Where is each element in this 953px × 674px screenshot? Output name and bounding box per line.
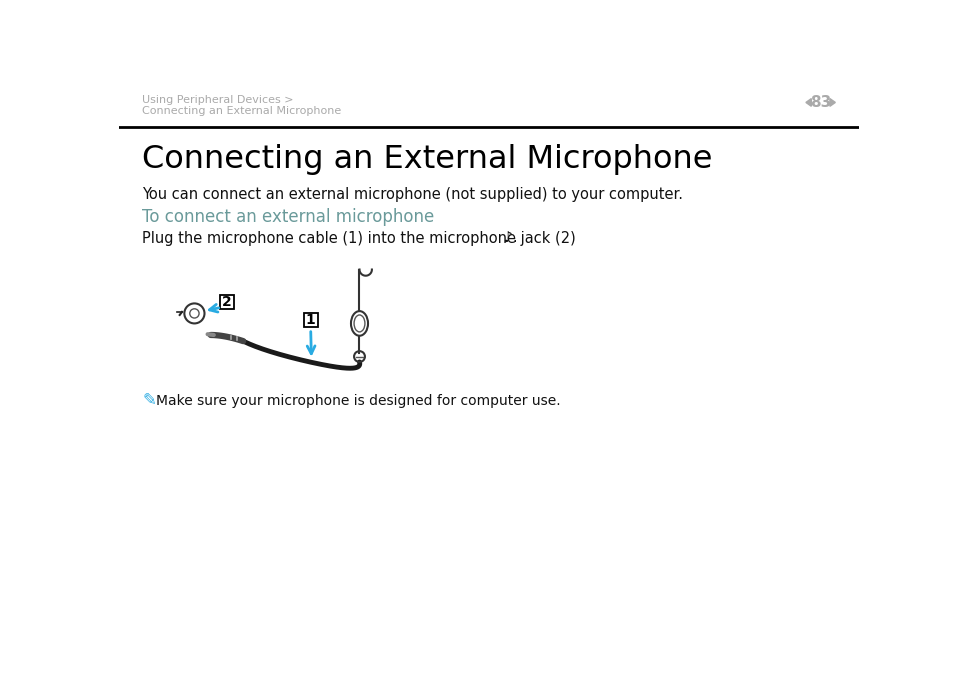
Text: 83: 83 xyxy=(809,95,830,110)
Text: Make sure your microphone is designed for computer use.: Make sure your microphone is designed fo… xyxy=(156,394,560,408)
Text: 1: 1 xyxy=(306,313,315,328)
Text: You can connect an external microphone (not supplied) to your computer.: You can connect an external microphone (… xyxy=(142,187,682,202)
Text: To connect an external microphone: To connect an external microphone xyxy=(142,208,435,226)
Text: ✎: ✎ xyxy=(142,391,156,409)
Text: Connecting an External Microphone: Connecting an External Microphone xyxy=(142,144,712,175)
Polygon shape xyxy=(805,98,810,106)
Ellipse shape xyxy=(354,315,365,332)
Text: Plug the microphone cable (1) into the microphone jack (2): Plug the microphone cable (1) into the m… xyxy=(142,231,576,246)
Text: Using Peripheral Devices >: Using Peripheral Devices > xyxy=(142,95,294,104)
Ellipse shape xyxy=(351,311,368,336)
FancyBboxPatch shape xyxy=(220,295,233,309)
FancyBboxPatch shape xyxy=(303,313,317,328)
Text: Connecting an External Microphone: Connecting an External Microphone xyxy=(142,106,341,117)
Text: ♪.: ♪. xyxy=(500,231,517,246)
Polygon shape xyxy=(829,98,835,106)
Text: 2: 2 xyxy=(222,295,232,309)
